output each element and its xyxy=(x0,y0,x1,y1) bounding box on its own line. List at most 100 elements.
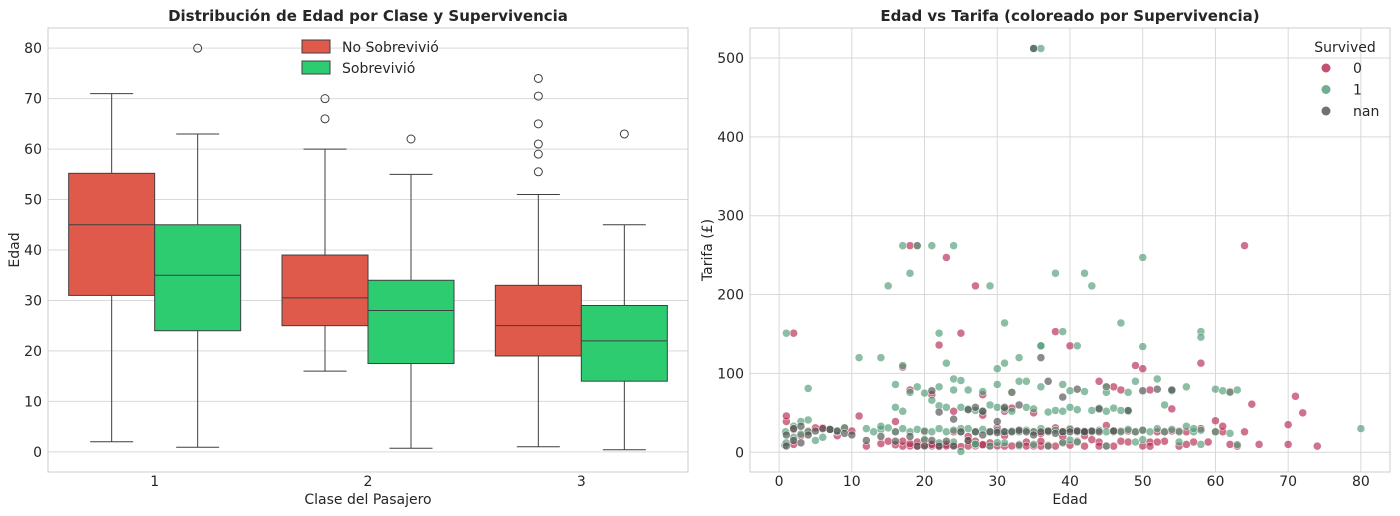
scatter-point xyxy=(934,328,944,338)
scatter-point xyxy=(1043,407,1053,417)
box-y-tick-label: 0 xyxy=(33,445,42,461)
scatter-point xyxy=(796,438,806,448)
scatter-point xyxy=(1058,407,1067,416)
scatter-point xyxy=(1182,382,1191,392)
scatter-point xyxy=(1014,353,1024,362)
scatter-point xyxy=(811,436,820,445)
scatter-point xyxy=(840,429,849,438)
scatter-point xyxy=(1014,400,1024,410)
scatter-point xyxy=(1123,388,1133,397)
scatter-point xyxy=(963,424,973,433)
scatter-point xyxy=(956,403,966,412)
box-y-tick-label: 80 xyxy=(24,41,42,57)
scatter-point xyxy=(1065,427,1075,437)
scatter-point xyxy=(1000,358,1009,368)
scatter-point xyxy=(1043,426,1053,436)
scatter-point xyxy=(898,436,907,446)
scatter-point xyxy=(1022,377,1031,386)
scatter-point xyxy=(1313,441,1322,451)
scatter-point xyxy=(898,407,907,416)
scatter-x-tick-label: 10 xyxy=(843,474,861,490)
scatter-point xyxy=(1240,241,1249,250)
scatter-point xyxy=(782,411,791,421)
scatter-point xyxy=(1094,377,1104,386)
scatter-point xyxy=(796,422,806,431)
box-plot-y-axis-label: Edad xyxy=(7,232,23,267)
scatter-point xyxy=(796,429,806,439)
scatter-point xyxy=(1196,425,1206,435)
scatter-point xyxy=(1029,44,1038,53)
scatter-point xyxy=(782,441,791,451)
scatter-point xyxy=(1000,403,1009,412)
scatter-point xyxy=(978,387,987,396)
scatter-point xyxy=(1116,318,1126,328)
box-legend-label: No Sobrevivió xyxy=(342,40,439,56)
scatter-point xyxy=(1182,440,1191,449)
scatter-point xyxy=(1087,281,1097,291)
scatter-point xyxy=(1036,353,1046,362)
box-plot-x-axis-label: Clase del Pasajero xyxy=(304,492,431,508)
scatter-point xyxy=(891,436,900,446)
scatter-point xyxy=(1043,377,1053,386)
scatter-point xyxy=(1218,386,1227,396)
scatter-point xyxy=(1058,380,1067,389)
scatter-point xyxy=(833,426,842,436)
box-iqr xyxy=(68,172,156,296)
scatter-point xyxy=(920,388,929,398)
scatter-point xyxy=(876,353,886,362)
scatter-point xyxy=(1138,364,1147,373)
scatter-point xyxy=(1036,427,1046,437)
scatter-point xyxy=(927,436,937,445)
scatter-point xyxy=(927,241,937,250)
scatter-point xyxy=(1109,441,1118,451)
scatter-point xyxy=(1000,318,1009,328)
scatter-point xyxy=(883,423,893,433)
box-iqr xyxy=(154,224,242,332)
scatter-point xyxy=(1109,403,1118,413)
box-legend-label: Sobrevivió xyxy=(342,61,415,77)
box-iqr xyxy=(367,279,455,365)
scatter-point xyxy=(1116,406,1126,415)
scatter-point xyxy=(1043,441,1053,451)
scatter-point xyxy=(1051,406,1060,415)
box-plot-y-ticks: 0 10 20 30 40 50 60 70 80 xyxy=(24,41,42,461)
scatter-y-tick-label: 400 xyxy=(717,130,744,146)
scatter-point xyxy=(1102,407,1111,416)
scatter-point xyxy=(1254,440,1264,449)
scatter-point xyxy=(803,415,813,425)
scatter-point xyxy=(978,430,987,440)
scatter-point xyxy=(1029,440,1038,449)
box-no-sobrevivio-class-1 xyxy=(68,93,156,443)
scatter-point xyxy=(1203,437,1213,447)
box-plot-legend: No Sobrevivió Sobrevivió xyxy=(301,39,439,77)
scatter-plot-x-ticks: 0 10 20 30 40 50 60 70 80 xyxy=(775,474,1370,490)
scatter-point xyxy=(854,353,864,362)
scatter-point xyxy=(1051,269,1060,278)
scatter-point xyxy=(1073,405,1082,414)
scatter-point xyxy=(1080,441,1089,451)
box-x-tick-label: 3 xyxy=(577,474,586,490)
scatter-point xyxy=(1182,422,1191,431)
scatter-point xyxy=(949,374,958,384)
scatter-point xyxy=(949,414,958,424)
scatter-point xyxy=(1283,440,1293,449)
scatter-point xyxy=(942,403,951,412)
scatter-point xyxy=(993,428,1002,437)
scatter-point xyxy=(1073,426,1082,436)
scatter-point xyxy=(927,427,937,437)
scatter-point xyxy=(956,328,966,338)
scatter-legend-marker xyxy=(1321,63,1331,73)
scatter-point xyxy=(1007,407,1017,416)
scatter-point xyxy=(934,424,944,433)
scatter-point xyxy=(1225,440,1235,449)
scatter-legend-marker xyxy=(1321,106,1331,116)
scatter-point xyxy=(1225,388,1235,397)
box-x-tick-label: 1 xyxy=(150,474,159,490)
box-y-tick-label: 60 xyxy=(24,142,42,158)
scatter-point xyxy=(789,436,798,445)
scatter-point xyxy=(1218,422,1227,431)
scatter-x-tick-label: 60 xyxy=(1207,474,1225,490)
scatter-x-tick-label: 20 xyxy=(916,474,934,490)
scatter-point xyxy=(1051,429,1060,438)
